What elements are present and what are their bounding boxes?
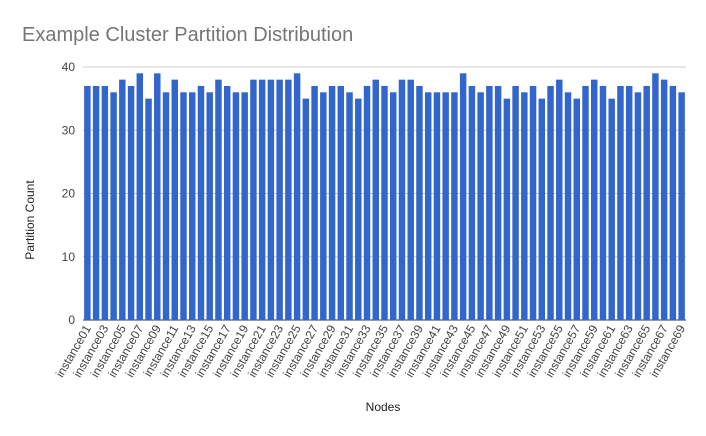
bar [660, 79, 668, 321]
bar [110, 92, 117, 320]
bar [591, 79, 598, 321]
bar [346, 92, 353, 320]
bar [390, 92, 397, 320]
bar [486, 85, 493, 320]
bar [241, 92, 248, 320]
bar [197, 85, 205, 320]
bar [678, 92, 685, 320]
y-tick-label: 30 [62, 123, 76, 137]
x-axis-label: Nodes [366, 400, 401, 414]
bar [232, 92, 240, 320]
bar [669, 85, 677, 320]
bar [381, 85, 388, 320]
bar [355, 98, 362, 320]
bar [206, 92, 213, 320]
y-axis-label: Partition Count [23, 180, 37, 260]
bar [433, 92, 441, 320]
bar [276, 79, 283, 321]
bar [320, 92, 327, 320]
y-tick-label: 0 [68, 313, 75, 327]
bar [582, 85, 589, 320]
bar [625, 85, 633, 320]
bar [547, 85, 554, 320]
bar [556, 79, 563, 321]
bar [337, 85, 345, 320]
bar [652, 73, 659, 320]
bar [442, 92, 449, 320]
bar [468, 85, 476, 320]
bar [285, 79, 292, 321]
bar [599, 85, 607, 320]
bar [302, 98, 310, 320]
bar [477, 92, 484, 320]
bar [311, 85, 318, 320]
bar [223, 85, 231, 320]
bar [127, 85, 135, 320]
bar [171, 79, 178, 321]
y-tick-label: 10 [62, 250, 76, 264]
bar [267, 79, 275, 321]
bar [564, 92, 572, 320]
bar [424, 92, 432, 320]
bar [92, 85, 100, 320]
bar [459, 73, 467, 320]
bar [407, 79, 414, 321]
bar [529, 85, 537, 320]
bar [180, 92, 187, 320]
y-tick-label: 20 [62, 187, 76, 201]
bar [328, 85, 336, 320]
bar [119, 79, 126, 321]
bar [512, 85, 519, 320]
bar [398, 79, 406, 321]
bar [189, 92, 196, 320]
bar [101, 85, 109, 320]
bar [145, 98, 152, 320]
y-tick-label: 40 [62, 60, 76, 74]
chart-title: Example Cluster Partition Distribution [22, 24, 353, 46]
bar [293, 73, 301, 320]
bar [416, 85, 423, 320]
bar [538, 98, 546, 320]
bar [521, 92, 528, 320]
bar [372, 79, 379, 321]
bar [494, 85, 502, 320]
bar [634, 92, 642, 320]
bar [84, 85, 91, 320]
bar [643, 85, 650, 320]
bar [617, 85, 624, 320]
bar [136, 73, 144, 320]
bar [162, 92, 170, 320]
bar [215, 79, 222, 321]
bar [258, 79, 266, 321]
bar [363, 85, 371, 320]
bar [573, 98, 580, 320]
bar [503, 98, 511, 320]
bar [608, 98, 615, 320]
bar [154, 73, 161, 320]
bar [451, 92, 458, 320]
bar [250, 79, 257, 321]
